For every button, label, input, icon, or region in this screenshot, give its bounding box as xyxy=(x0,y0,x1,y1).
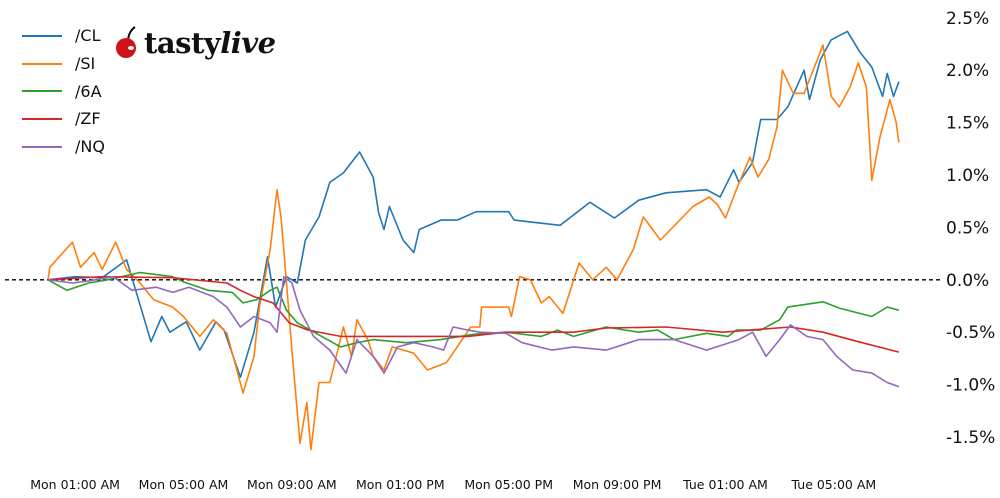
legend-item-zf: /ZF xyxy=(22,105,105,133)
y-tick-label: 0.5% xyxy=(946,218,989,238)
series-line-si xyxy=(47,44,900,451)
x-tick-label: Mon 09:00 AM xyxy=(247,477,337,492)
y-tick-label: 2.5% xyxy=(946,9,989,29)
series-line-cl xyxy=(47,30,900,379)
cherry-icon xyxy=(116,26,136,58)
legend: /CL /SI /6A /ZF /NQ xyxy=(22,22,105,160)
x-tick-label: Mon 05:00 PM xyxy=(464,477,553,492)
legend-swatch xyxy=(22,62,62,65)
series-line-nq xyxy=(47,275,900,388)
legend-label: /ZF xyxy=(75,109,101,129)
x-tick-label: Mon 05:00 AM xyxy=(139,477,229,492)
legend-label: /NQ xyxy=(75,137,105,157)
x-tick-label: Mon 01:00 AM xyxy=(30,477,120,492)
x-tick-label: Tue 01:00 AM xyxy=(682,477,768,492)
y-tick-label: 2.0% xyxy=(946,61,989,81)
legend-item-6a: /6A xyxy=(22,77,105,105)
legend-swatch xyxy=(22,145,62,148)
y-tick-label: 0.0% xyxy=(946,271,989,291)
legend-label: /6A xyxy=(75,81,102,101)
series-line-6a xyxy=(47,271,900,348)
y-tick-label: -0.5% xyxy=(946,323,995,343)
logo-text: tastylive xyxy=(144,26,276,60)
series-line-zf xyxy=(47,275,900,353)
x-tick-label: Mon 01:00 PM xyxy=(356,477,445,492)
legend-swatch xyxy=(22,34,62,37)
x-tick-label: Tue 05:00 AM xyxy=(791,477,877,492)
legend-item-nq: /NQ xyxy=(22,133,105,161)
legend-label: /SI xyxy=(75,54,96,74)
legend-item-si: /SI xyxy=(22,50,105,78)
y-tick-label: 1.0% xyxy=(946,166,989,186)
legend-swatch xyxy=(22,117,62,120)
y-tick-label: -1.0% xyxy=(946,376,995,396)
legend-item-cl: /CL xyxy=(22,22,105,50)
y-tick-label: 1.5% xyxy=(946,114,989,134)
legend-label: /CL xyxy=(75,26,101,46)
tastylive-logo: tastylive xyxy=(112,26,276,60)
x-tick-label: Mon 09:00 PM xyxy=(573,477,662,492)
y-tick-label: -1.5% xyxy=(946,428,995,448)
legend-swatch xyxy=(22,90,62,93)
